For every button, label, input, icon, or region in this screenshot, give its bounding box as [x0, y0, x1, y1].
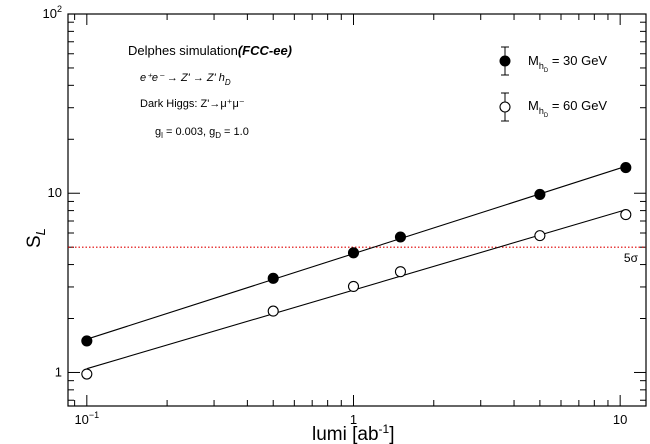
data-point-series-2 — [347, 280, 360, 292]
data-point-series-2 — [267, 305, 279, 317]
data-point-series-2 — [394, 266, 406, 278]
data-point-series-1 — [620, 162, 632, 174]
legend-label-60gev: MhD = 60 GeV — [528, 98, 607, 119]
y-axis-title: SL — [24, 228, 48, 248]
x-tick-label: 1 — [350, 412, 357, 427]
annotation-simulation: Delphes simulation(FCC-ee) — [128, 43, 292, 58]
data-point-series-1 — [394, 231, 406, 243]
legend-marker-filled — [499, 46, 511, 76]
annotation-dark-higgs: Dark Higgs: Z'→μ⁺μ⁻ — [140, 98, 245, 110]
y-tick-label: 102 — [43, 4, 62, 21]
data-point-series-2 — [81, 368, 93, 380]
data-point-series-1 — [534, 188, 546, 200]
data-point-series-1 — [267, 272, 279, 284]
tick-labels: 10−1 1 10 1 10 102 — [43, 4, 628, 427]
threshold-layer: 5σ — [68, 246, 646, 265]
x-axis-title: lumi [ab-1] — [312, 422, 394, 444]
legend-marker-open — [499, 92, 511, 122]
data-point-series-2 — [620, 209, 632, 221]
data-point-series-1 — [347, 247, 360, 259]
legend: MhD = 30 GeV MhD = 60 GeV — [499, 46, 607, 122]
data-point-series-1 — [81, 335, 93, 347]
fit-lines — [86, 165, 626, 370]
y-tick-label: 10 — [48, 185, 62, 200]
x-tick-label: 10−1 — [74, 410, 99, 427]
legend-label-30gev: MhD = 30 GeV — [528, 53, 607, 74]
x-tick-label: 10 — [613, 412, 627, 427]
data-points — [81, 162, 632, 380]
threshold-label: 5σ — [624, 251, 639, 265]
y-tick-label: 1 — [55, 364, 62, 379]
minor-ticks — [68, 14, 646, 406]
data-point-series-2 — [534, 230, 546, 242]
major-ticks — [68, 13, 646, 406]
plot-frame — [67, 13, 647, 407]
annotation-process: e⁺e⁻ → Z' → Z' hD — [140, 72, 231, 87]
annotation-couplings: gl = 0.003, gD = 1.0 — [155, 126, 249, 140]
